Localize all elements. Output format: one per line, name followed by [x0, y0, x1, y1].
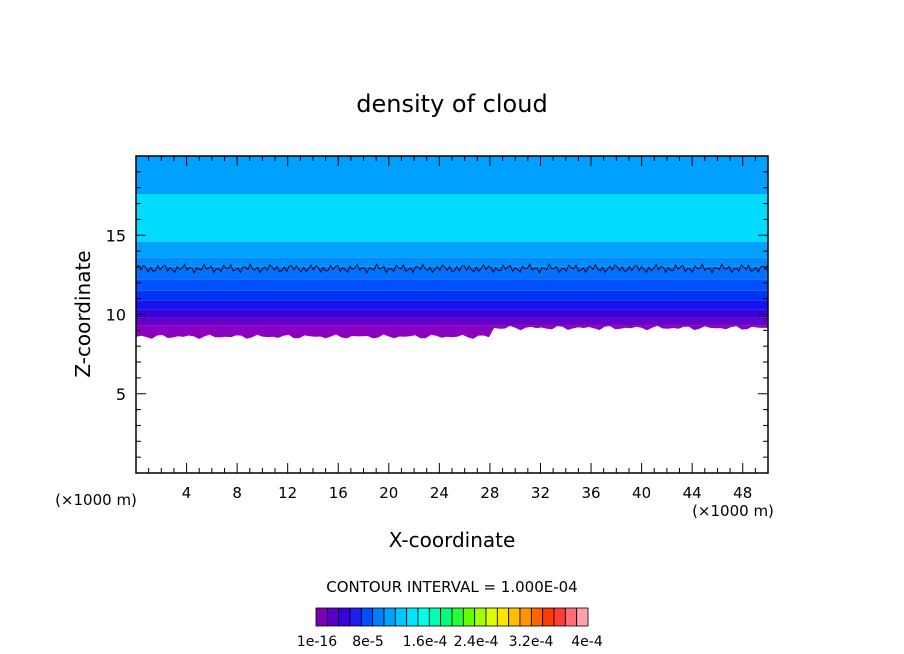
cloud-band	[136, 194, 768, 242]
x-tick-label: 20	[379, 484, 398, 502]
contour-interval-text: CONTOUR INTERVAL = 1.000E-04	[326, 578, 577, 596]
cloud-band	[136, 266, 768, 280]
colorbar-swatch	[519, 607, 532, 627]
y-tick-label: 15	[106, 226, 126, 245]
cloud-band	[136, 156, 768, 194]
colorbar-swatch	[542, 607, 555, 627]
colorbar-swatch	[394, 607, 408, 627]
cloud-band	[136, 257, 768, 267]
contour-line	[135, 263, 769, 275]
colorbar: 1e-16 8e-5 1.6e-4 2.4e-4 3.2e-4 4e-4	[297, 607, 603, 650]
x-tick-label: 44	[683, 484, 702, 502]
colorbar-swatch	[349, 607, 362, 627]
y-axis-label: Z-coordinate	[71, 250, 95, 377]
x-tick-label: 8	[232, 484, 242, 502]
colorbar-label: 3.2e-4	[509, 634, 554, 650]
colorbar-label: 8e-5	[352, 634, 383, 650]
colorbar-swatch	[428, 607, 442, 627]
x-unit-left: (×1000 m)	[55, 491, 137, 509]
colorbar-swatch	[553, 607, 566, 627]
colorbar-swatch	[474, 607, 487, 627]
x-unit-right: (×1000 m)	[692, 502, 774, 520]
cloud-band	[136, 279, 768, 291]
colorbar-swatch	[508, 607, 521, 627]
x-axis-label: X-coordinate	[389, 528, 516, 552]
colorbar-swatch	[462, 607, 476, 627]
colorbar-swatch	[406, 607, 419, 627]
cloud-band	[136, 325, 768, 339]
colorbar-swatch	[451, 607, 464, 627]
chart-title: density of cloud	[356, 90, 547, 118]
plot-area	[136, 156, 768, 339]
cloud-band	[136, 317, 768, 326]
colorbar-label: 2.4e-4	[454, 634, 499, 650]
colorbar-label: 4e-4	[571, 634, 603, 650]
x-tick-label: 36	[581, 484, 600, 502]
colorbar-swatch	[372, 607, 385, 627]
x-tick-label: 4	[182, 484, 192, 502]
colorbar-swatch	[383, 607, 396, 627]
x-tick-label: 24	[430, 484, 449, 502]
colorbar-swatch	[485, 607, 498, 627]
colorbar-swatch	[417, 607, 430, 627]
x-tick-label: 40	[632, 484, 651, 502]
x-tick-label: 32	[531, 484, 550, 502]
colorbar-swatch	[360, 607, 374, 627]
cloud-band	[136, 290, 768, 301]
cloud-band	[136, 241, 768, 258]
x-tick-label: 12	[278, 484, 297, 502]
colorbar-swatch	[338, 607, 351, 627]
colorbar-swatch	[530, 607, 544, 627]
contour-path	[135, 263, 769, 275]
x-tick-label: 48	[733, 484, 752, 502]
x-tick-label: 16	[329, 484, 348, 502]
cloud-band	[136, 309, 768, 318]
colorbar-swatch	[440, 607, 453, 627]
x-tick-label: 28	[480, 484, 499, 502]
colorbar-label: 1e-16	[297, 634, 337, 650]
y-tick-label: 10	[106, 306, 126, 325]
colorbar-swatch	[496, 607, 510, 627]
y-tick-label: 5	[116, 385, 126, 404]
colorbar-swatch	[576, 607, 589, 627]
colorbar-swatch	[315, 607, 328, 627]
colorbar-swatch	[564, 607, 578, 627]
colorbar-label: 1.6e-4	[403, 634, 448, 650]
colorbar-swatch	[326, 607, 340, 627]
cloud-band	[136, 300, 768, 310]
